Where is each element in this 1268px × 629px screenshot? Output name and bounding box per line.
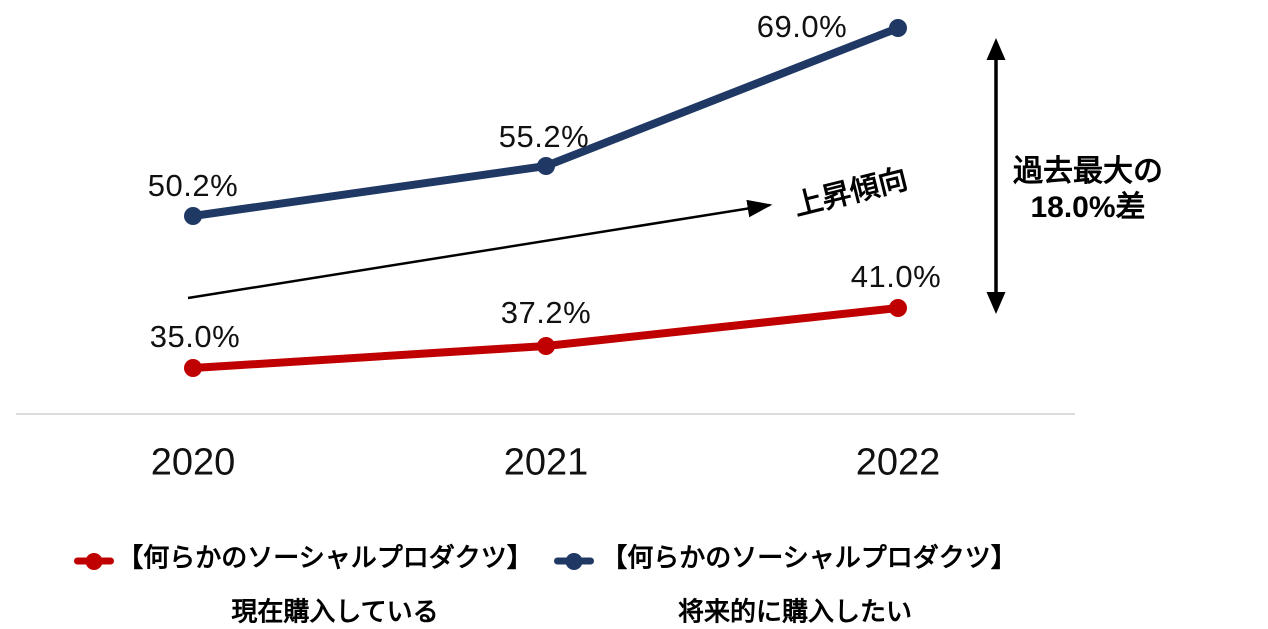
series-current-markers <box>184 299 907 377</box>
data-label-current-2021: 37.2% <box>500 295 592 330</box>
gap-double-arrow <box>986 38 1006 314</box>
legend-marker-future-icon <box>554 557 594 565</box>
data-label-future-2020: 50.2% <box>147 168 239 203</box>
data-point <box>184 207 202 225</box>
legend-future-line2: 将来的に購入したい <box>677 596 913 627</box>
series-current-line <box>184 299 907 377</box>
data-point <box>184 359 202 377</box>
data-point <box>889 299 907 317</box>
data-label-future-2021: 55.2% <box>498 119 590 154</box>
data-label-current-2020: 35.0% <box>149 319 241 354</box>
gap-annotation-line1: 過去最大の <box>1013 155 1163 188</box>
series-future-line <box>184 19 907 225</box>
x-tick-2021: 2021 <box>503 441 589 484</box>
data-label-current-2022: 41.0% <box>850 259 942 294</box>
gap-annotation-line2: 18.0%差 <box>1030 191 1146 224</box>
legend-current-line1: 【何らかのソーシャルプロダクツ】 <box>117 542 533 573</box>
data-point <box>889 19 907 37</box>
gap-annotation-label: 過去最大の 18.0%差 <box>1013 154 1163 226</box>
data-point <box>537 157 555 175</box>
trend-arrow <box>187 199 773 300</box>
x-tick-2022: 2022 <box>855 441 941 484</box>
legend-future-line1: 【何らかのソーシャルプロダクツ】 <box>601 542 1017 573</box>
series-future-markers <box>184 19 907 225</box>
data-label-future-2022: 69.0% <box>756 9 848 44</box>
legend-current-line2: 現在購入している <box>231 596 439 627</box>
legend-marker-current-icon <box>74 557 114 565</box>
x-tick-2020: 2020 <box>150 441 236 484</box>
data-point <box>537 337 555 355</box>
